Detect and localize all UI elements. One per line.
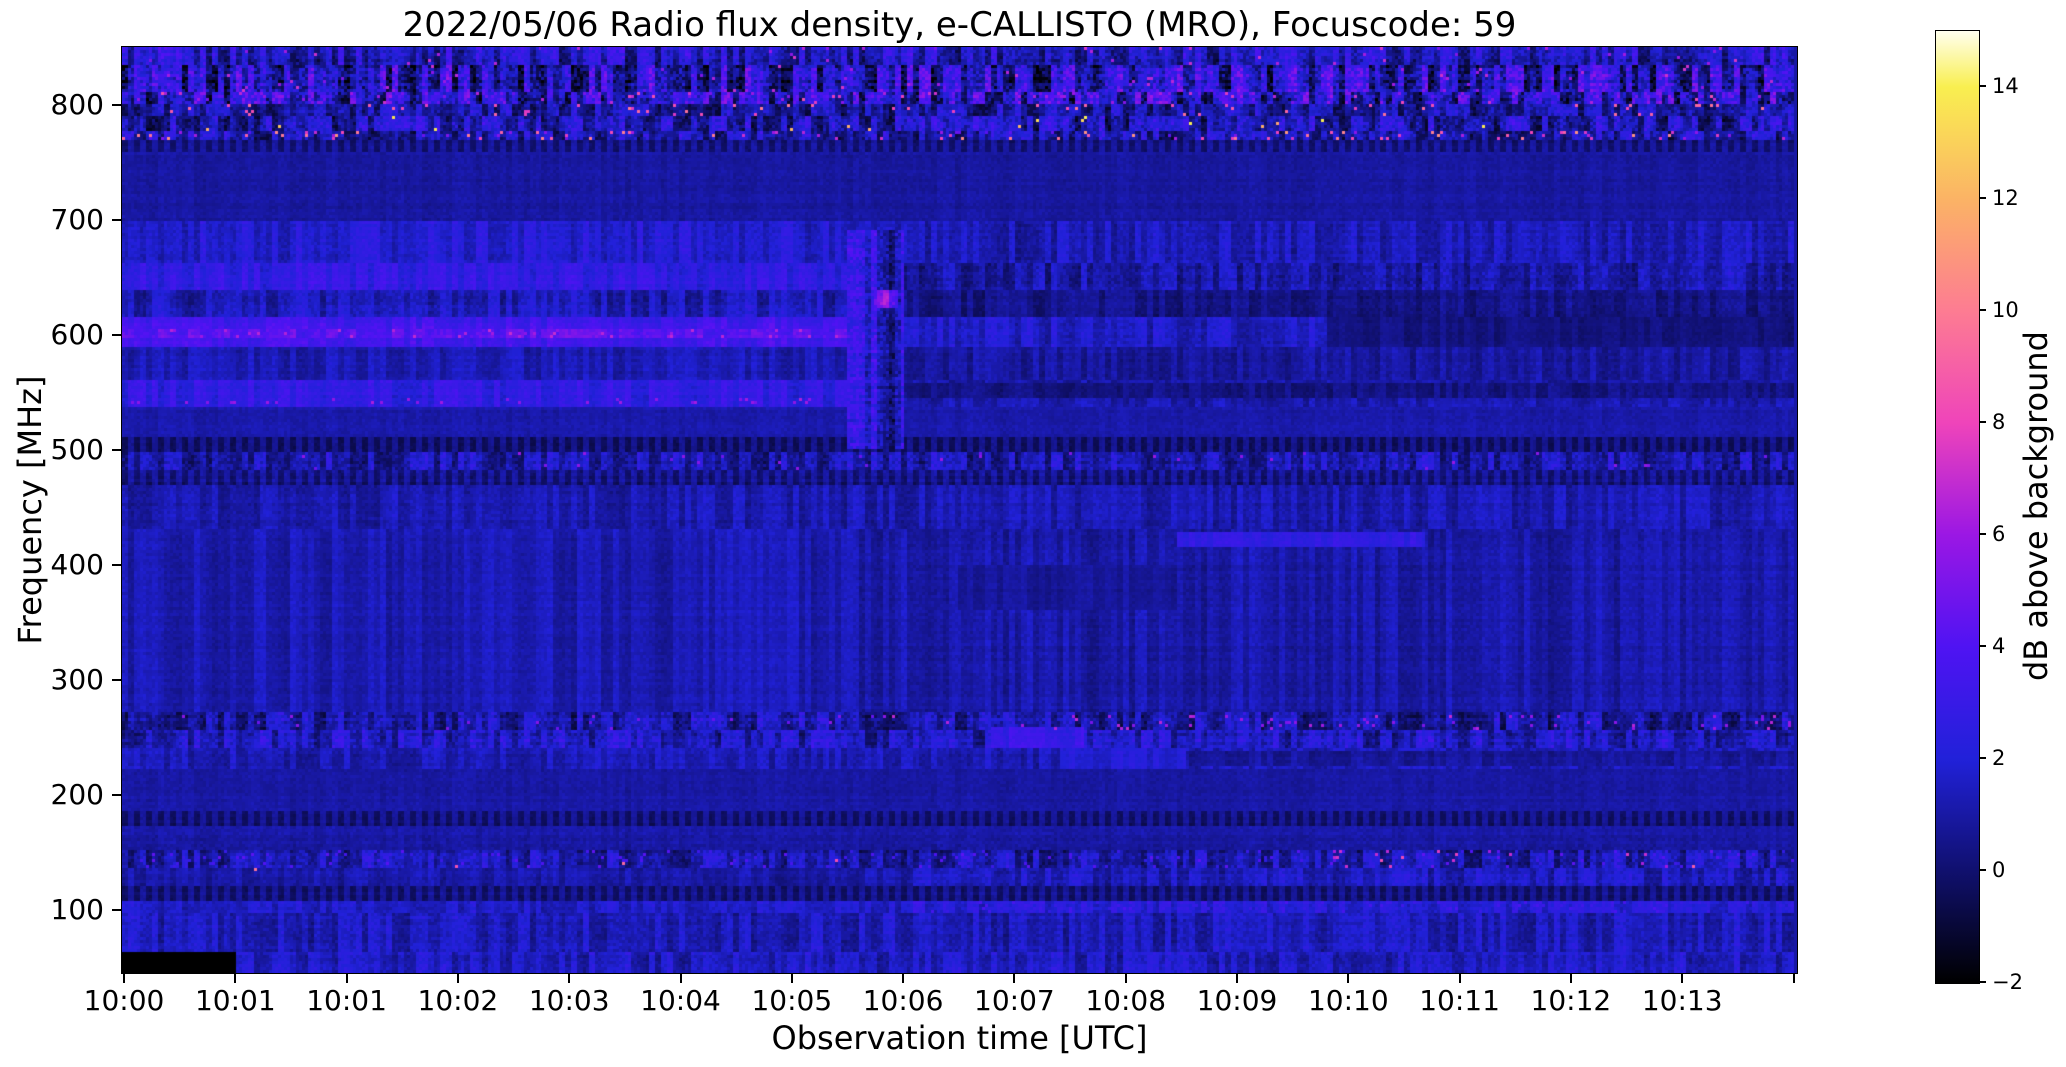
colorbar-tick-mark	[1979, 309, 1986, 311]
colorbar-tick-mark	[1979, 197, 1986, 199]
x-tick-label: 10:11	[1419, 984, 1500, 1017]
y-tick-mark	[112, 908, 121, 911]
y-tick-mark	[112, 793, 121, 796]
spectrogram-canvas	[122, 47, 1797, 973]
plot-title: 2022/05/06 Radio flux density, e-CALLIST…	[402, 5, 1517, 45]
x-tick-mark	[1013, 974, 1016, 983]
y-tick-mark	[112, 103, 121, 106]
colorbar-tick-mark	[1979, 981, 1986, 983]
x-tick-label: 10:08	[1085, 984, 1167, 1017]
x-tick-label: 10:12	[1530, 984, 1612, 1017]
y-tick-mark	[112, 563, 121, 566]
colorbar-tick-mark	[1979, 533, 1986, 535]
plot-area	[121, 46, 1798, 974]
colorbar-label: dB above background	[2017, 331, 2055, 681]
x-tick-label: 10:05	[751, 984, 833, 1017]
x-tick-label: 10:04	[640, 984, 721, 1017]
y-tick-label: 700	[50, 202, 104, 236]
colorbar-gradient	[1936, 31, 1979, 983]
x-tick-label: 10:06	[862, 984, 944, 1017]
x-tick-mark	[1792, 974, 1795, 983]
y-axis-label: Frequency [MHz]	[11, 375, 49, 645]
y-tick-label: 400	[50, 547, 104, 581]
x-tick-label: 10:13	[1641, 984, 1723, 1017]
x-tick-mark	[234, 974, 237, 983]
y-tick-mark	[112, 448, 121, 451]
x-tick-label: 10:07	[974, 984, 1055, 1017]
y-tick-label: 300	[50, 662, 104, 696]
x-tick-label: 10:10	[1307, 984, 1389, 1017]
x-tick-label: 10:01	[194, 984, 276, 1017]
colorbar-tick-label: 14	[1992, 74, 2019, 98]
colorbar-tick-mark	[1979, 645, 1986, 647]
x-tick-mark	[1458, 974, 1461, 983]
colorbar-tick-label: 6	[1992, 522, 2006, 546]
y-tick-label: 200	[50, 777, 104, 811]
colorbar-tick-label: −2	[1992, 970, 2023, 994]
colorbar-tick-label: 12	[1992, 186, 2019, 210]
colorbar-tick-mark	[1979, 421, 1986, 423]
x-tick-label: 10:00	[83, 984, 165, 1017]
y-tick-mark	[112, 218, 121, 221]
y-tick-label: 100	[50, 892, 104, 926]
x-tick-mark	[345, 974, 348, 983]
x-tick-mark	[679, 974, 682, 983]
x-tick-mark	[456, 974, 459, 983]
x-tick-mark	[1236, 974, 1238, 983]
colorbar	[1935, 30, 1980, 984]
x-tick-mark	[1347, 974, 1350, 983]
x-tick-mark	[568, 974, 571, 983]
colorbar-tick-mark	[1979, 757, 1986, 759]
colorbar-tick-label: 10	[1992, 298, 2019, 322]
x-tick-label: 10:09	[1196, 984, 1278, 1017]
x-tick-mark	[123, 974, 125, 983]
colorbar-tick-label: 8	[1992, 410, 2006, 434]
x-tick-label: 10:01	[306, 984, 387, 1017]
colorbar-tick-mark	[1979, 85, 1986, 87]
colorbar-tick-label: 2	[1992, 746, 2006, 770]
y-tick-mark	[112, 678, 121, 681]
x-tick-mark	[1124, 974, 1127, 983]
x-tick-label: 10:02	[417, 984, 499, 1017]
colorbar-tick-label: 0	[1992, 858, 2006, 882]
y-tick-mark	[112, 333, 121, 336]
y-tick-label: 800	[50, 87, 104, 121]
colorbar-tick-mark	[1979, 869, 1986, 871]
y-tick-label: 500	[50, 432, 104, 466]
x-tick-label: 10:03	[528, 984, 610, 1017]
x-tick-mark	[790, 974, 793, 983]
x-tick-mark	[902, 974, 905, 983]
y-tick-label: 600	[50, 317, 104, 351]
colorbar-tick-label: 4	[1992, 634, 2006, 658]
x-tick-mark	[1569, 974, 1572, 983]
x-tick-mark	[1681, 974, 1684, 983]
x-axis-label: Observation time [UTC]	[771, 1019, 1148, 1057]
